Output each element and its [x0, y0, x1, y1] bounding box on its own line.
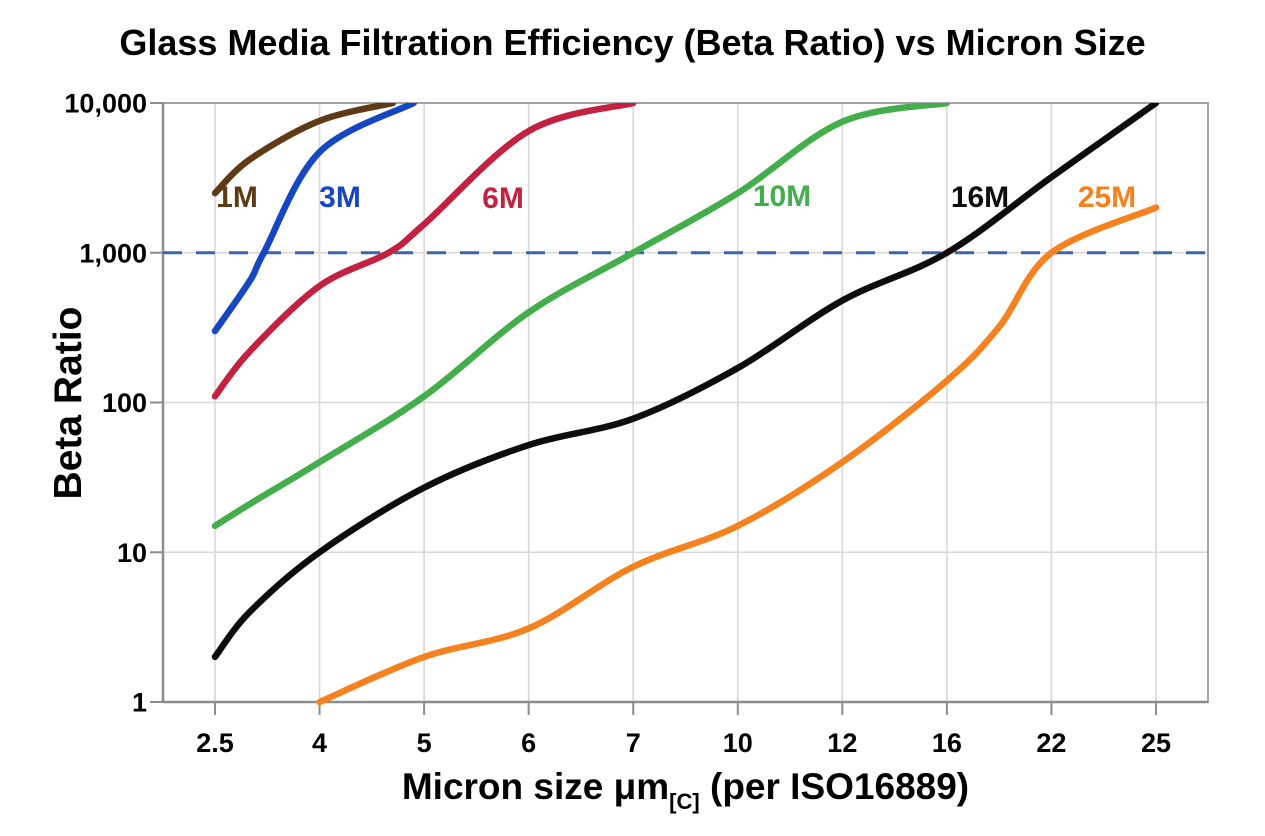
y-tick-label-1000: 1,000: [79, 238, 147, 268]
y-axis-title: Beta Ratio: [47, 306, 90, 500]
y-tick-label-10: 10: [117, 538, 147, 568]
curve-10M: [211, 103, 951, 530]
x-axis-title-subscript: [C]: [669, 789, 700, 814]
x-tick-label-22: 22: [1036, 728, 1066, 758]
series-label-1M: 1M: [216, 181, 258, 214]
curves-group: [211, 103, 1160, 706]
x-tick-label-2.5: 2.5: [196, 728, 234, 758]
curve-3M: [211, 103, 417, 335]
x-tick-label-12: 12: [827, 728, 857, 758]
x-tick-label-7: 7: [626, 728, 641, 758]
x-tick-label-10: 10: [723, 728, 753, 758]
x-axis-title-suffix: (per ISO16889): [699, 766, 970, 807]
x-tick-label-4: 4: [312, 728, 327, 758]
y-tick-label-100: 100: [102, 388, 147, 418]
curve-25M: [316, 204, 1160, 706]
y-tick-label-10000: 10,000: [64, 89, 147, 119]
chart-title: Glass Media Filtration Efficiency (Beta …: [119, 22, 1146, 63]
x-tick-label-5: 5: [417, 728, 432, 758]
curve-6M: [211, 103, 637, 400]
x-tick-label-16: 16: [932, 728, 962, 758]
curve-1M: [211, 103, 396, 197]
x-tick-label-6: 6: [521, 728, 536, 758]
x-axis-title-main: Micron size μm: [401, 766, 670, 807]
series-label-10M: 10M: [753, 180, 811, 213]
curve-16M: [211, 103, 1160, 661]
x-tick-label-25: 25: [1141, 728, 1171, 758]
series-label-25M: 25M: [1078, 181, 1136, 214]
y-tick-label-1: 1: [132, 688, 147, 718]
series-label-16M: 16M: [951, 181, 1009, 214]
series-label-6M: 6M: [482, 182, 524, 215]
x-axis-title: Micron size μm[C] (per ISO16889): [163, 766, 1208, 815]
series-label-3M: 3M: [319, 181, 361, 214]
